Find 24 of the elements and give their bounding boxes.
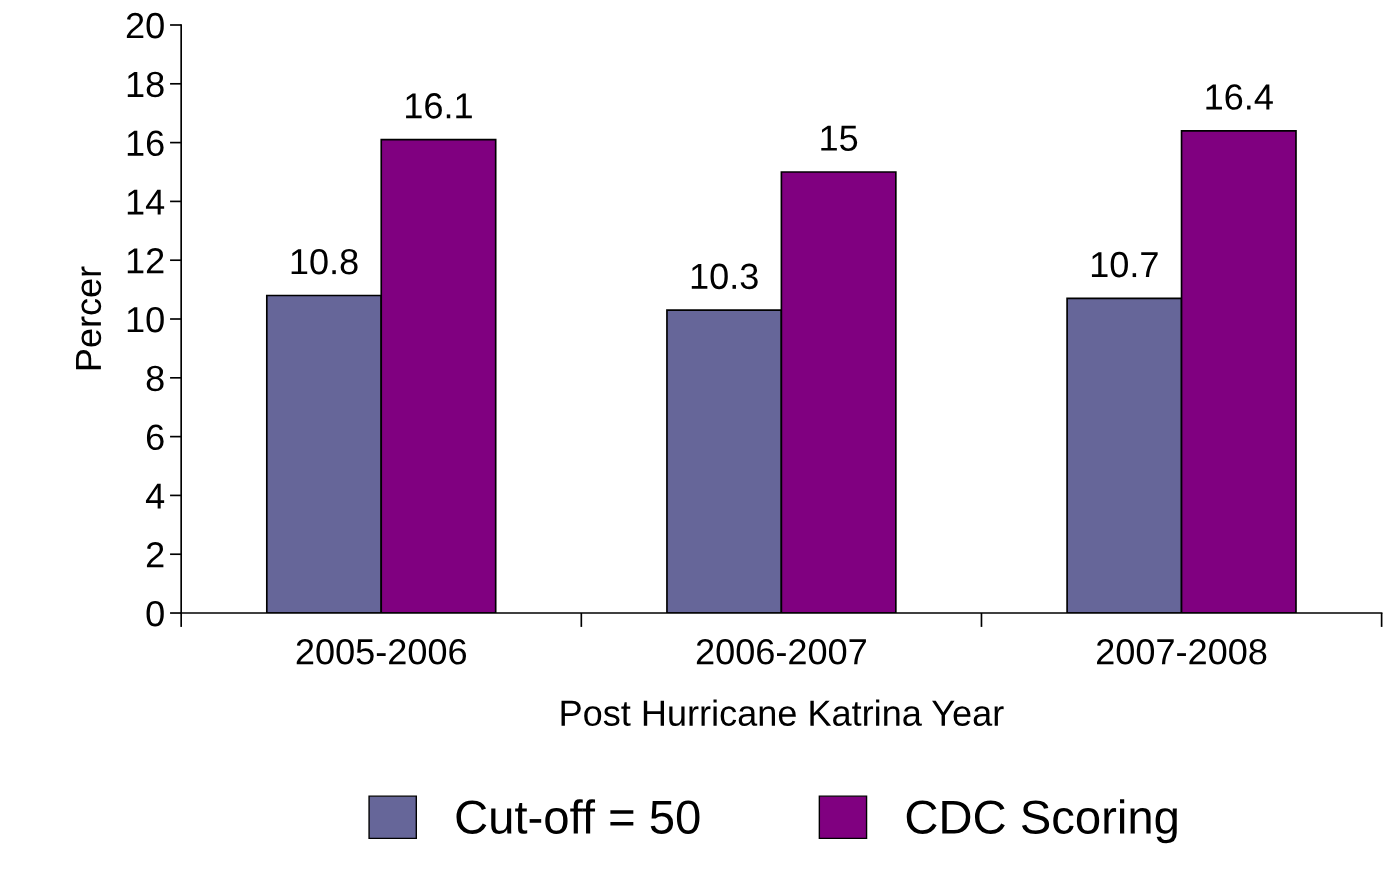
y-tick-label: 8	[146, 365, 164, 392]
data-label: 10.3	[691, 263, 758, 290]
y-tick-label: 4	[145, 483, 165, 509]
y-tick-label: 14	[127, 189, 165, 215]
y-tick-label: 12	[127, 248, 164, 274]
y-tick-label: 18	[127, 71, 164, 98]
y-axis-title: Percer	[76, 266, 102, 370]
y-tick-label: 20	[126, 12, 164, 39]
y-tick-label: 0	[146, 600, 164, 627]
x-tick-label: 2006-2007	[696, 638, 866, 665]
y-tick-label: 6	[146, 424, 164, 451]
y-tick-label: 10	[127, 306, 164, 333]
data-label: 16.4	[1206, 84, 1273, 110]
data-label: 15	[821, 125, 858, 151]
y-tick-label: 16	[127, 130, 164, 157]
legend-label: CDC Scoring	[906, 799, 1177, 844]
y-tick-label: 2	[146, 542, 164, 568]
x-axis-title: Post Hurricane Katrina Year	[561, 699, 1004, 726]
data-label: 10.8	[291, 248, 358, 275]
data-label: 10.7	[1091, 251, 1158, 278]
x-tick-label: 2005-2006	[296, 638, 467, 665]
data-label: 16.1	[406, 93, 472, 119]
x-tick-label: 2007-2008	[1097, 638, 1267, 665]
legend-label: Cut-off = 50	[456, 799, 700, 834]
